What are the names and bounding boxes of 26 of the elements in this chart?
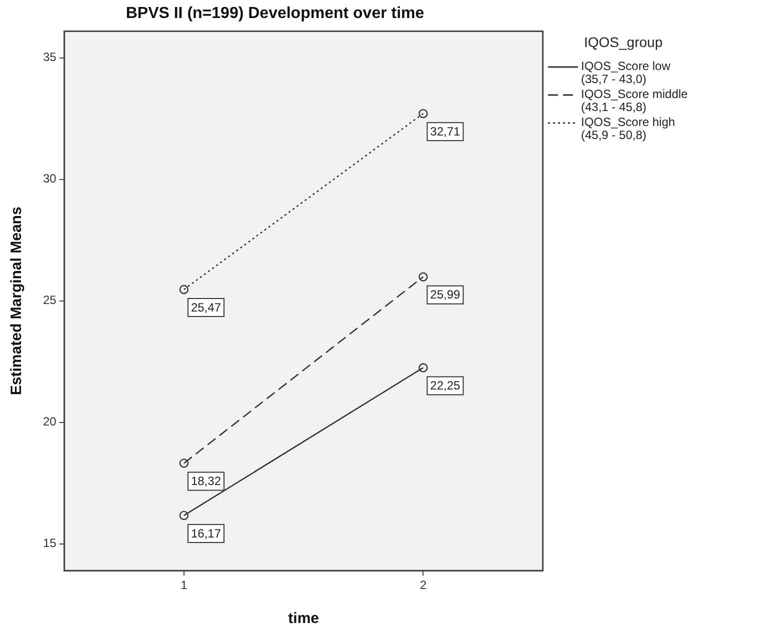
y-tick-label: 25 — [42, 293, 57, 308]
legend-label: IQOS_Score middle (43,1 - 45,8) — [581, 87, 689, 114]
point — [179, 510, 189, 520]
legend-label: IQOS_Score high (45,9 - 50,8) — [581, 115, 676, 142]
point — [418, 272, 428, 282]
y-tick-label: 20 — [42, 414, 57, 429]
y-tick-label: 35 — [42, 50, 57, 64]
data-label: 25,99 — [430, 288, 461, 302]
legend-label: IQOS_Score low (35,7 - 43,0) — [581, 59, 672, 86]
x-tick-label: 1 — [180, 578, 188, 592]
legend-title: IQOS_group — [584, 34, 664, 50]
data-label: 16,17 — [190, 526, 222, 540]
point — [179, 284, 189, 294]
x-tick-label: 2 — [420, 578, 427, 592]
data-label: 32,71 — [430, 124, 461, 138]
data-label: 25,47 — [190, 300, 222, 314]
point — [418, 363, 428, 372]
y-tick-label: 15 — [42, 536, 57, 550]
x-axis-title: time — [288, 610, 319, 628]
point — [179, 458, 189, 468]
chart-title: BPVS II (n=199) Development over time — [126, 5, 424, 22]
data-label: 22,25 — [430, 378, 461, 393]
data-label: 18,32 — [190, 474, 222, 488]
y-tick-label: 30 — [42, 172, 57, 186]
point — [418, 108, 428, 118]
y-axis-title: Estimated Marginal Means — [8, 206, 26, 396]
